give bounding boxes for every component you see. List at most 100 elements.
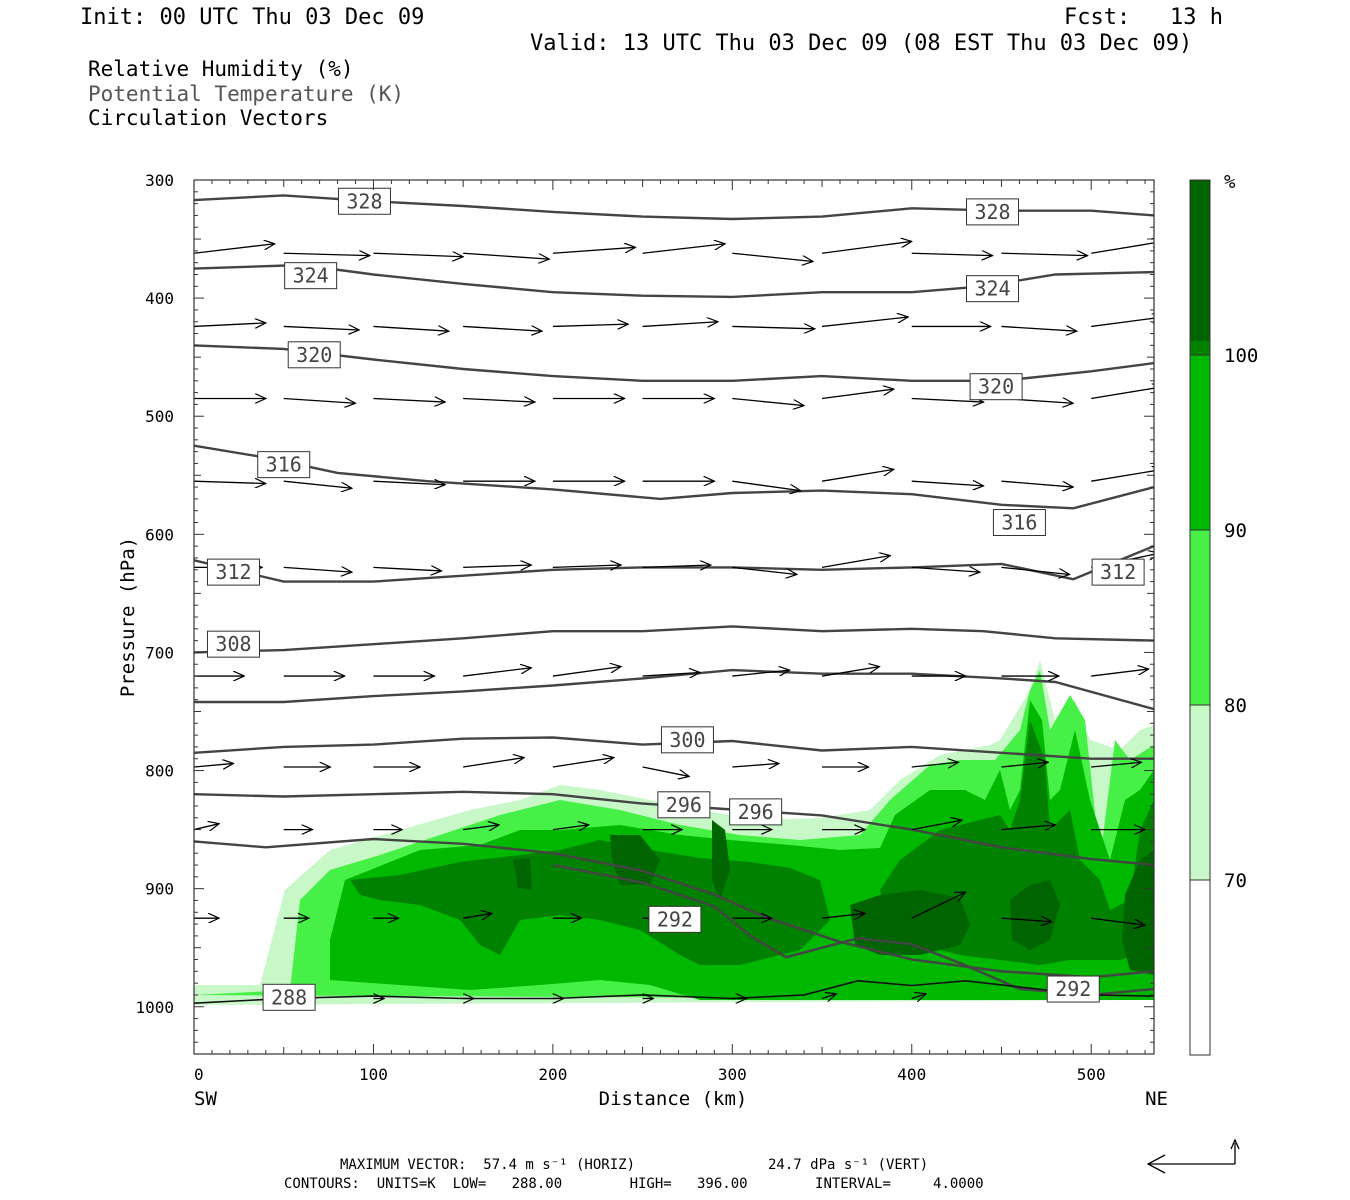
contour-label-316: 316 (992, 509, 1046, 537)
circulation-vector (463, 668, 531, 677)
circulation-vector (642, 766, 690, 776)
circulation-vector (194, 763, 233, 767)
contour-label-292: 292 (1046, 975, 1100, 1003)
circulation-vector (463, 252, 549, 259)
valid-time: Valid: 13 UTC Thu 03 Dec 09 (08 EST Thu … (530, 31, 1193, 56)
circulation-vector (642, 565, 711, 567)
contour-label-312: 312 (206, 558, 260, 586)
svg-text:320: 320 (296, 343, 332, 367)
circulation-vector (821, 913, 865, 918)
theta-contour-312 (194, 544, 1154, 583)
circulation-vector (1091, 762, 1141, 767)
svg-text:312: 312 (1100, 560, 1136, 584)
theta-contour-288 (194, 979, 1154, 1004)
y-tick-label: 500 (145, 407, 174, 426)
svg-text:300: 300 (669, 728, 705, 752)
x-tick-label: 400 (897, 1065, 926, 1084)
circulation-vector (194, 481, 266, 483)
circulation-vector (283, 480, 352, 488)
x-tick-label: 500 (1077, 1065, 1106, 1084)
rh-top-region (513, 820, 1154, 975)
circulation-vector (821, 241, 912, 254)
svg-text:324: 324 (974, 277, 1010, 301)
x-tick-label: 200 (538, 1065, 567, 1084)
contour-info: CONTOURS: UNITS=K LOW= 288.00 HIGH= 396.… (284, 1176, 984, 1192)
circulation-vector (732, 252, 813, 261)
circulation-vector (911, 892, 966, 919)
circulation-vector (194, 244, 275, 254)
circulation-vectors (194, 241, 1154, 999)
circulation-vector (552, 565, 621, 567)
contour-label-324: 324 (284, 262, 338, 290)
svg-text:292: 292 (1055, 977, 1091, 1001)
circulation-vector (373, 326, 448, 331)
theta-contour-unlabeled-6 (194, 668, 1154, 711)
x-tick-label: 300 (718, 1065, 747, 1084)
colorbar-segment (1190, 705, 1210, 880)
circulation-vector (1091, 469, 1154, 482)
circulation-vector (911, 253, 993, 255)
circulation-vector (373, 481, 445, 485)
circulation-vector (1001, 253, 1087, 255)
circulation-vector (1001, 825, 1055, 830)
circulation-vector (552, 667, 621, 677)
contour-label-320: 320 (969, 373, 1023, 401)
max-vector-vert: 24.7 dPa s⁻¹ (VERT) (768, 1157, 929, 1173)
contour-label-300: 300 (660, 726, 714, 754)
svg-text:328: 328 (346, 189, 382, 213)
contour-label-308: 308 (206, 630, 260, 658)
circulation-vector (642, 673, 700, 677)
circulation-vector (1091, 387, 1154, 400)
colorbar: 70 80 90 100 (1190, 180, 1258, 1055)
circulation-vector (732, 326, 815, 328)
circulation-vector (911, 820, 962, 831)
legend-rh: Relative Humidity (%) (88, 57, 354, 81)
circulation-vector (463, 913, 492, 918)
circulation-vector (821, 389, 894, 400)
circulation-vector (1001, 762, 1048, 767)
circulation-vector (283, 326, 359, 330)
colorbar-segment (1190, 355, 1210, 530)
circulation-vector (821, 469, 894, 482)
circulation-vector (1091, 669, 1148, 677)
svg-text:296: 296 (666, 793, 702, 817)
circulation-vector (821, 994, 836, 999)
circulation-vector (911, 481, 984, 486)
circulation-vector (911, 567, 980, 572)
axis-tick-labels: 0 100 200 300 400 500 300 400 500 600 700 800 900 100… (135, 171, 1105, 1084)
circulation-vector (194, 824, 219, 830)
circulation-vector (552, 247, 636, 254)
contour-label-296: 296 (729, 798, 783, 826)
circulation-vector (463, 758, 524, 768)
contour-label-316: 316 (257, 451, 311, 479)
svg-text:296: 296 (738, 800, 774, 824)
x-tick-label: 100 (359, 1065, 388, 1084)
circulation-vector (911, 994, 926, 999)
circulation-vector (463, 399, 535, 403)
circulation-vector (373, 399, 445, 403)
y-tick-label: 400 (145, 289, 174, 308)
colorbar-level-label: 90 (1224, 520, 1247, 542)
svg-text:324: 324 (293, 264, 329, 288)
contour-label-328: 328 (966, 198, 1020, 226)
circulation-vector (732, 763, 779, 767)
y-tick-label: 300 (145, 171, 174, 190)
circulation-vector (911, 399, 984, 403)
svg-text:316: 316 (1001, 511, 1037, 535)
contour-label-312: 312 (1091, 558, 1145, 586)
colorbar-level-label: 100 (1224, 345, 1258, 367)
circulation-vector (642, 244, 726, 254)
x-right-end-label: NE (1145, 1088, 1168, 1110)
circulation-vector (283, 253, 370, 255)
theta-contour-316 (194, 444, 1154, 510)
circulation-vector (1001, 918, 1051, 922)
circulation-vector (1001, 480, 1073, 487)
circulation-vector (1001, 326, 1076, 331)
circulation-vector (732, 480, 800, 490)
theta-contour-292 (552, 863, 1154, 997)
contour-label-320: 320 (287, 341, 341, 369)
y-tick-label: 600 (145, 525, 174, 544)
x-left-end-label: SW (194, 1088, 217, 1110)
circulation-vector (821, 667, 879, 677)
